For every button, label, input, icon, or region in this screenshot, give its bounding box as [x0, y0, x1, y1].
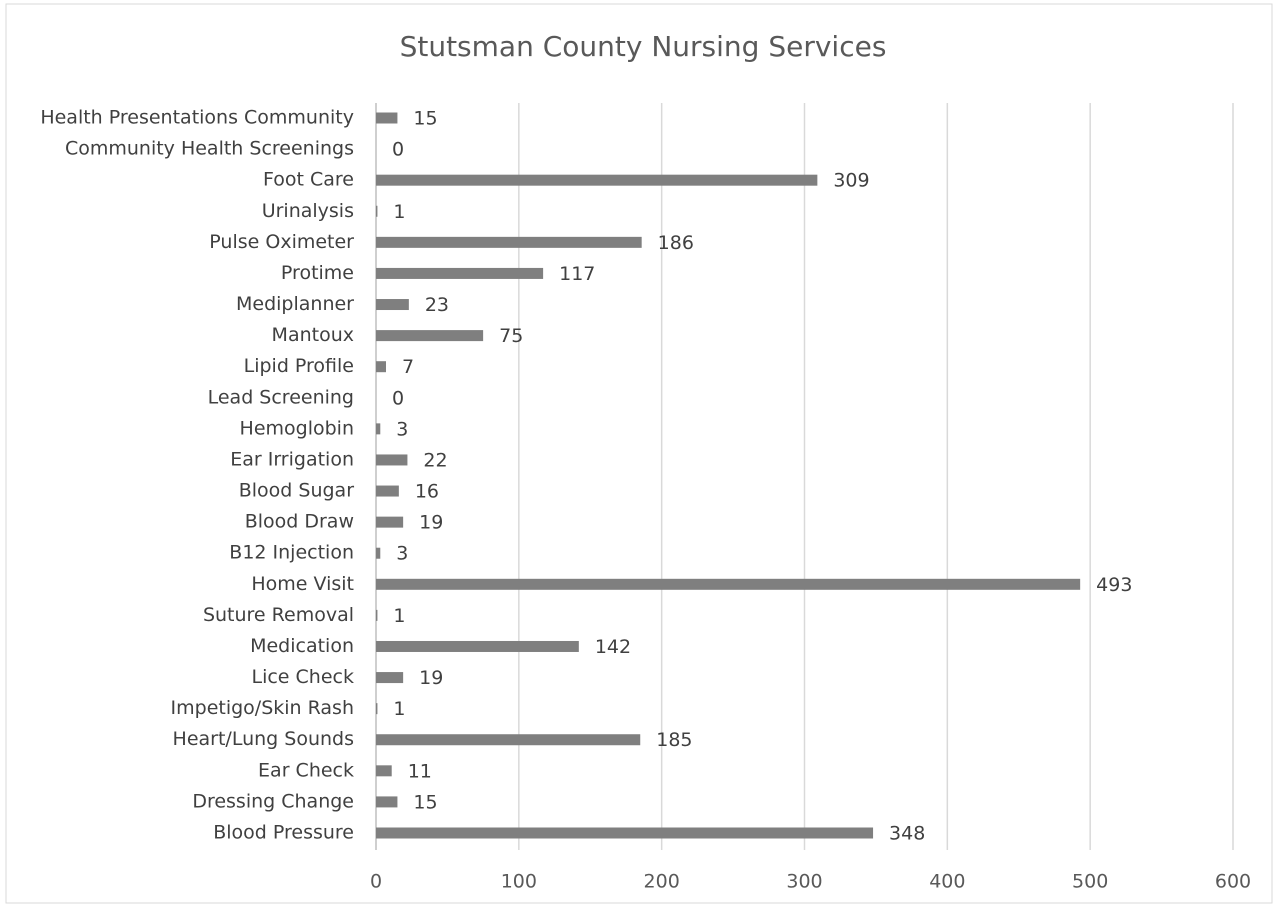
chart-title: Stutsman County Nursing Services	[400, 30, 887, 63]
data-label: 185	[656, 729, 692, 751]
data-label: 19	[419, 667, 443, 689]
x-tick-label: 0	[370, 871, 382, 893]
y-tick-label: Hemoglobin	[240, 417, 354, 439]
y-tick-label: Blood Pressure	[213, 822, 354, 844]
bar	[376, 267, 544, 279]
data-label: 0	[392, 387, 404, 409]
y-tick-label: Suture Removal	[203, 604, 354, 626]
bar	[376, 205, 378, 217]
data-label: 0	[392, 139, 404, 161]
x-tick-label: 100	[501, 871, 537, 893]
y-tick-label: Urinalysis	[262, 200, 354, 222]
data-label: 15	[413, 791, 437, 813]
bar	[376, 827, 874, 839]
bar	[376, 609, 378, 621]
y-tick-label: Mediplanner	[236, 293, 354, 315]
data-label: 22	[423, 449, 447, 471]
y-tick-label: Protime	[281, 262, 354, 284]
y-tick-label: Heart/Lung Sounds	[173, 728, 354, 750]
data-label: 75	[499, 325, 523, 347]
y-tick-label: Medication	[250, 635, 354, 657]
y-tick-label: B12 Injection	[229, 542, 354, 564]
y-tick-label: Home Visit	[251, 573, 354, 595]
y-tick-label: Health Presentations Community	[40, 107, 354, 129]
y-tick-label: Ear Check	[258, 759, 354, 781]
y-tick-label: Community Health Screenings	[65, 138, 354, 160]
y-tick-label: Lipid Profile	[244, 355, 354, 377]
data-label: 16	[415, 481, 439, 503]
bar	[376, 547, 381, 559]
bar	[376, 112, 398, 124]
y-tick-label: Dressing Change	[192, 790, 354, 812]
data-label: 19	[419, 512, 443, 534]
x-tick-label: 500	[1072, 871, 1108, 893]
bar	[376, 236, 642, 248]
data-label: 142	[595, 636, 631, 658]
x-tick-label: 200	[644, 871, 680, 893]
x-tick-label: 400	[929, 871, 965, 893]
data-label: 117	[559, 263, 595, 285]
data-label: 309	[833, 170, 869, 192]
bar	[376, 299, 409, 311]
x-tick-label: 600	[1215, 871, 1251, 893]
y-tick-label: Lead Screening	[208, 386, 354, 408]
bar	[376, 672, 404, 684]
y-tick-label: Foot Care	[263, 169, 354, 191]
y-tick-label: Pulse Oximeter	[209, 231, 354, 253]
data-label: 3	[396, 418, 408, 440]
bar	[376, 796, 398, 808]
bar	[376, 485, 399, 497]
bar	[376, 174, 818, 186]
chart-frame	[5, 3, 1273, 904]
y-tick-label: Blood Draw	[245, 511, 354, 533]
bar	[376, 330, 484, 342]
y-tick-label: Ear Irrigation	[230, 448, 354, 470]
bar	[376, 454, 408, 466]
data-label: 493	[1096, 574, 1132, 596]
data-label: 186	[658, 232, 694, 254]
bar	[376, 423, 381, 435]
data-label: 1	[393, 698, 405, 720]
data-label: 1	[393, 605, 405, 627]
bar	[376, 578, 1081, 590]
data-label: 1	[393, 201, 405, 223]
y-tick-label: Lice Check	[252, 666, 355, 688]
bar	[376, 361, 386, 373]
y-tick-label: Blood Sugar	[239, 480, 354, 502]
data-label: 23	[425, 294, 449, 316]
bar	[376, 734, 641, 746]
bar	[376, 765, 392, 777]
y-tick-label: Impetigo/Skin Rash	[171, 697, 354, 719]
data-label: 11	[408, 760, 432, 782]
x-tick-label: 300	[786, 871, 822, 893]
bar	[376, 640, 579, 652]
bar	[376, 703, 378, 715]
data-label: 348	[889, 823, 925, 845]
y-tick-label: Mantoux	[272, 324, 354, 346]
data-label: 3	[396, 543, 408, 565]
bar	[376, 516, 404, 528]
data-label: 7	[402, 356, 414, 378]
data-label: 15	[413, 108, 437, 130]
